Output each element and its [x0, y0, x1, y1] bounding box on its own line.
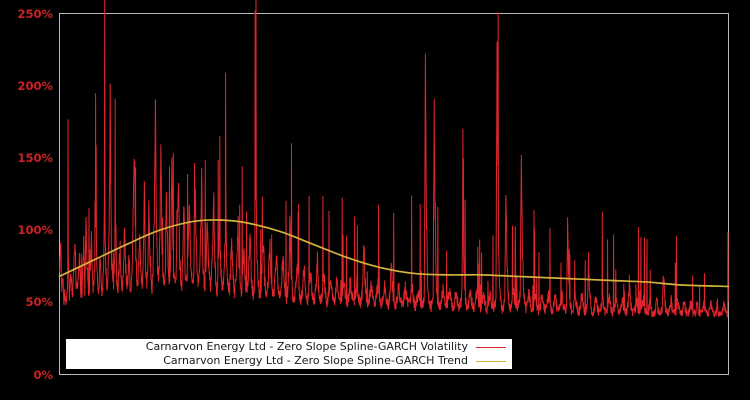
- chart-legend: Carnarvon Energy Ltd - Zero Slope Spline…: [66, 339, 512, 369]
- y-tick-0: 0%: [33, 367, 53, 382]
- y-tick-100: 100%: [17, 223, 53, 238]
- volatility-swatch-icon: [476, 346, 506, 348]
- y-tick-250: 250%: [17, 6, 53, 21]
- y-tick-200: 200%: [17, 78, 53, 93]
- volatility-series-line: [59, 0, 729, 319]
- trend-series-group: [58, 219, 730, 288]
- legend-label-volatility: Carnarvon Energy Ltd - Zero Slope Spline…: [145, 340, 468, 353]
- trend-series-line: [58, 219, 730, 288]
- legend-entry-volatility: Carnarvon Energy Ltd - Zero Slope Spline…: [66, 340, 512, 354]
- plot-area: [59, 13, 729, 375]
- y-tick-50: 50%: [25, 295, 53, 310]
- legend-entry-trend: Carnarvon Energy Ltd - Zero Slope Spline…: [66, 354, 512, 368]
- y-tick-150: 150%: [17, 150, 53, 165]
- legend-label-trend: Carnarvon Energy Ltd - Zero Slope Spline…: [163, 354, 468, 367]
- volatility-series-group: [59, 0, 729, 319]
- trend-swatch-icon: [476, 360, 506, 362]
